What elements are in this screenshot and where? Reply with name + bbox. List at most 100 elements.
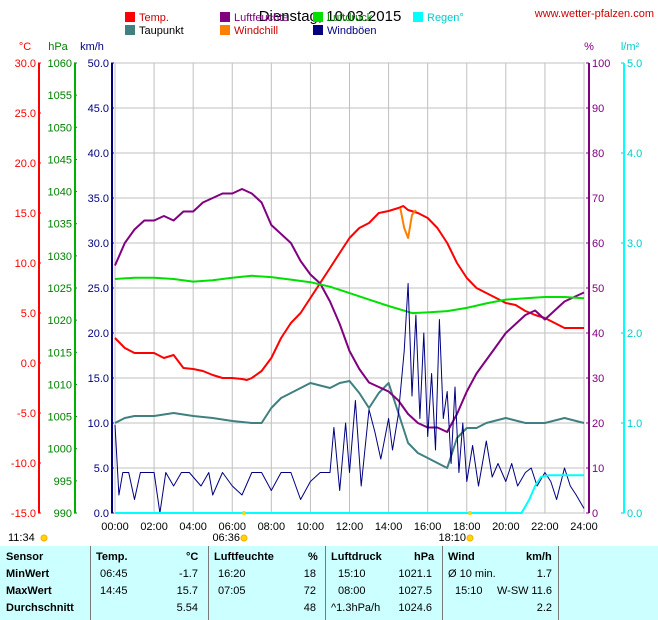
humidity-tick-label: 30 bbox=[592, 373, 604, 385]
stats-cell: ^1.3hPa/h bbox=[331, 602, 381, 614]
legend-label: Taupunkt bbox=[139, 25, 184, 37]
series-line-1 bbox=[114, 380, 585, 469]
statistics-table: Sensor Temp. °C Luftfeuchte % Luftdruck … bbox=[0, 546, 658, 620]
temp-axis-unit: °C bbox=[19, 41, 31, 53]
x-tick-label: 14:00 bbox=[375, 521, 403, 533]
wind-tick-label: 10.0 bbox=[88, 418, 109, 430]
legend-label: Luftfeuchte bbox=[234, 12, 288, 24]
pressure-tick-label: 1050 bbox=[48, 122, 72, 134]
wind-tick-label: 5.0 bbox=[94, 463, 109, 475]
humidity-tick-label: 0 bbox=[592, 508, 598, 520]
wind-tick-label: 45.0 bbox=[88, 103, 109, 115]
stats-cell: 16:20 bbox=[218, 568, 246, 580]
series-line-5 bbox=[114, 283, 585, 514]
wind-tick-label: 35.0 bbox=[88, 193, 109, 205]
rain-tick-label: 0.0 bbox=[627, 508, 642, 520]
rain-tick-label: 3.0 bbox=[627, 238, 642, 250]
legend-label: Temp. bbox=[139, 12, 169, 24]
moon-icon bbox=[40, 534, 48, 542]
pressure-tick-label: 1060 bbox=[48, 58, 72, 70]
legend-label: Windchill bbox=[234, 25, 278, 37]
stats-cell: 15:10 bbox=[455, 585, 483, 597]
rain-tick-label: 1.0 bbox=[627, 418, 642, 430]
source-url[interactable]: www.wetter-pfalzen.com bbox=[534, 8, 654, 20]
humidity-tick-label: 40 bbox=[592, 328, 604, 340]
pressure-axis-unit: hPa bbox=[48, 41, 68, 53]
sunset-icon bbox=[466, 534, 474, 542]
stats-row-label: MaxWert bbox=[6, 585, 52, 597]
chart-title: Dienstag, 10.03.2015 bbox=[259, 8, 402, 25]
x-tick-label: 22:00 bbox=[531, 521, 559, 533]
humidity-tick-label: 20 bbox=[592, 418, 604, 430]
temp-tick-label: -10.0 bbox=[11, 458, 36, 470]
pressure-tick-label: 1035 bbox=[48, 219, 72, 231]
legend-swatch bbox=[313, 25, 323, 35]
rain-tick-label: 5.0 bbox=[627, 58, 642, 70]
x-tick-label: 06:00 bbox=[218, 521, 246, 533]
x-tick-label: 18:00 bbox=[453, 521, 481, 533]
table-divider bbox=[442, 546, 443, 620]
rain-tick-label: 2.0 bbox=[627, 328, 642, 340]
pressure-tick-label: 1005 bbox=[48, 412, 72, 424]
pressure-tick-label: 1045 bbox=[48, 154, 72, 166]
pressure-tick-label: 1040 bbox=[48, 187, 72, 199]
sunrise-icon bbox=[240, 534, 248, 542]
chart-legend: Temp. Luftfeuchte Luftdruck Regen° Taupunkt W… bbox=[125, 12, 464, 37]
legend-swatch bbox=[220, 25, 230, 35]
stats-cell: 14:45 bbox=[100, 585, 128, 597]
humidity-axis-unit: % bbox=[584, 41, 594, 53]
x-tick-label: 10:00 bbox=[297, 521, 325, 533]
pressure-tick-label: 1015 bbox=[48, 347, 72, 359]
legend-swatch bbox=[413, 12, 423, 22]
stats-cell: 06:45 bbox=[100, 568, 128, 580]
wind-tick-label: 25.0 bbox=[88, 283, 109, 295]
temp-tick-label: -15.0 bbox=[11, 508, 36, 520]
wind-tick-label: 0.0 bbox=[94, 508, 109, 520]
stats-cell: 15:10 bbox=[338, 568, 366, 580]
stats-cell: Ø 10 min. bbox=[448, 568, 496, 580]
table-divider bbox=[90, 546, 91, 620]
stats-cell: W-SW bbox=[497, 585, 529, 597]
temp-tick-label: 25.0 bbox=[15, 108, 36, 120]
stats-cell: 08:00 bbox=[338, 585, 366, 597]
legend-swatch bbox=[313, 12, 323, 22]
chart-axes: 30.0 25.0 20.0 15.0 10.0 5.0 0.0 -5.0 -10.0 -15.0… bbox=[11, 41, 642, 533]
stats-cell: 1027.5 bbox=[398, 585, 432, 597]
pressure-tick-label: 995 bbox=[54, 476, 72, 488]
stats-header-temp: Temp. bbox=[96, 551, 128, 563]
stats-cell: 1.7 bbox=[536, 568, 552, 580]
wind-axis-unit: km/h bbox=[80, 41, 104, 53]
series-line-0 bbox=[114, 205, 584, 381]
stats-cell: 48 bbox=[303, 602, 316, 614]
moon-time-label: 11:34 bbox=[8, 532, 35, 544]
rain-tick-label: 4.0 bbox=[627, 148, 642, 160]
sunset-time-label: 18:10 bbox=[438, 532, 466, 544]
stats-cell: 72 bbox=[303, 585, 316, 597]
stats-header-wind: Wind bbox=[448, 551, 475, 563]
pressure-tick-label: 1055 bbox=[48, 90, 72, 102]
humidity-tick-label: 10 bbox=[592, 463, 604, 475]
legend-label: Luftdruck bbox=[327, 12, 373, 24]
stats-cell: 11.6 bbox=[531, 585, 552, 597]
series-line-3 bbox=[114, 188, 585, 433]
pressure-tick-label: 990 bbox=[54, 508, 72, 520]
sunrise-time-label: 06:36 bbox=[212, 532, 240, 544]
temp-tick-label: -5.0 bbox=[17, 408, 36, 420]
stats-cell: -1.7 bbox=[179, 568, 198, 580]
x-tick-label: 00:00 bbox=[101, 521, 129, 533]
stats-header-pressure-unit: hPa bbox=[414, 551, 435, 563]
humidity-tick-label: 60 bbox=[592, 238, 604, 250]
stats-header-sensor: Sensor bbox=[6, 551, 44, 563]
stats-cell: 1024.6 bbox=[398, 602, 432, 614]
weather-chart: Dienstag, 10.03.2015 www.wetter-pfalzen.… bbox=[8, 8, 654, 544]
plot-area bbox=[114, 62, 585, 514]
stats-cell: 1021.1 bbox=[398, 568, 432, 580]
legend-swatch bbox=[220, 12, 230, 22]
temp-tick-label: 30.0 bbox=[15, 58, 36, 70]
stats-cell: 15.7 bbox=[176, 585, 198, 597]
wind-tick-label: 40.0 bbox=[88, 148, 109, 160]
wind-tick-label: 20.0 bbox=[88, 328, 109, 340]
x-tick-label: 04:00 bbox=[179, 521, 207, 533]
stats-header-humidity-unit: % bbox=[308, 551, 318, 563]
pressure-tick-label: 1030 bbox=[48, 251, 72, 263]
